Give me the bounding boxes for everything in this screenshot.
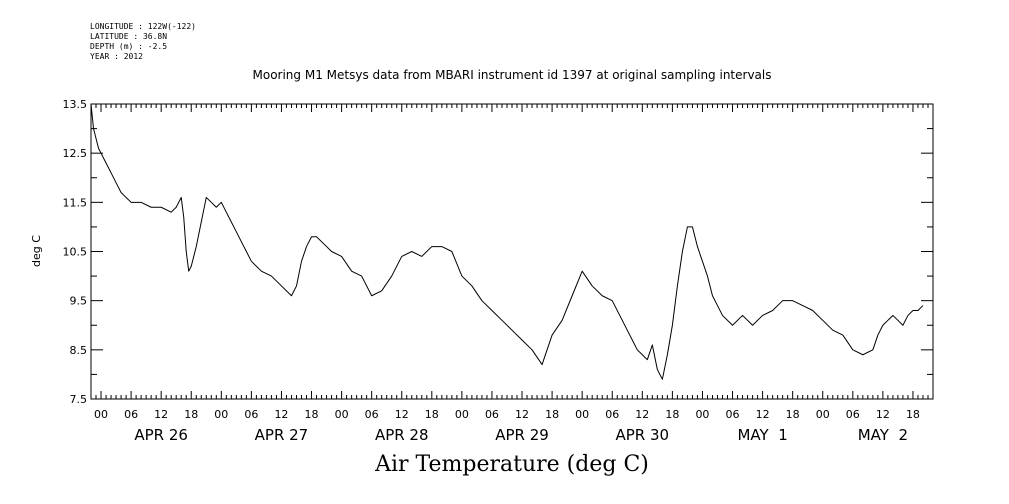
x-hour-label: 12 xyxy=(635,408,649,421)
x-hour-label: 12 xyxy=(395,408,409,421)
y-axis-label: deg C xyxy=(30,235,43,267)
longitude-text: LONGITUDE : 122W(-122) xyxy=(90,22,196,31)
x-hour-label: 12 xyxy=(274,408,288,421)
x-hour-label: 06 xyxy=(124,408,138,421)
x-date-label: MAY 1 xyxy=(737,426,787,444)
x-hour-label: 06 xyxy=(726,408,740,421)
x-hour-label: 12 xyxy=(515,408,529,421)
y-axis: 13.5 12.5 11.5 10.5 9.5 8.5 7.5 xyxy=(63,98,933,406)
y-tick-label: 12.5 xyxy=(63,147,88,160)
y-tick-label: 8.5 xyxy=(70,344,88,357)
latitude-text: LATITUDE : 36.8N xyxy=(90,32,168,41)
plot-frame xyxy=(90,103,934,400)
x-hour-label: 12 xyxy=(876,408,890,421)
x-hour-label: 00 xyxy=(214,408,228,421)
x-date-label: APR 28 xyxy=(375,426,429,444)
x-hour-label: 00 xyxy=(695,408,709,421)
x-hour-label: 18 xyxy=(906,408,920,421)
x-hour-label: 00 xyxy=(335,408,349,421)
x-hour-label: 18 xyxy=(545,408,559,421)
x-hour-label: 18 xyxy=(665,408,679,421)
year-text: YEAR : 2012 xyxy=(90,52,143,61)
x-hour-label: 00 xyxy=(816,408,830,421)
x-hour-label: 12 xyxy=(756,408,770,421)
x-hour-label: 06 xyxy=(846,408,860,421)
x-hour-label: 06 xyxy=(365,408,379,421)
x-date-label: MAY 2 xyxy=(858,426,908,444)
depth-text: DEPTH (m) : -2.5 xyxy=(90,42,168,51)
y-tick-label: 11.5 xyxy=(63,196,88,209)
x-hour-label: 12 xyxy=(154,408,168,421)
header-metadata: LONGITUDE : 122W(-122) LATITUDE : 36.8N … xyxy=(90,22,196,62)
x-hour-label: 00 xyxy=(575,408,589,421)
x-axis-label: Air Temperature (deg C) xyxy=(375,452,649,477)
x-hour-label: 06 xyxy=(244,408,258,421)
x-date-label: APR 30 xyxy=(616,426,670,444)
x-hour-label: 18 xyxy=(425,408,439,421)
y-tick-label: 7.5 xyxy=(70,393,88,406)
y-tick-label: 13.5 xyxy=(63,98,88,111)
x-hour-label: 18 xyxy=(184,408,198,421)
y-tick-label: 10.5 xyxy=(63,246,88,259)
x-date-label: APR 27 xyxy=(255,426,309,444)
x-axis: 00 06 12 18 00 06 12 18 00 06 12 18 00 06 12 18 00 06 12 18… xyxy=(90,104,934,444)
x-hour-label: 06 xyxy=(485,408,499,421)
series-group xyxy=(90,103,924,380)
x-hour-label: 18 xyxy=(305,408,319,421)
x-hour-label: 18 xyxy=(786,408,800,421)
series-line xyxy=(90,103,924,380)
x-hour-label: 00 xyxy=(94,408,108,421)
chart-title: Mooring M1 Metsys data from MBARI instru… xyxy=(252,68,772,82)
x-hour-label: 00 xyxy=(455,408,469,421)
x-hour-label: 06 xyxy=(605,408,619,421)
x-date-label: APR 29 xyxy=(495,426,549,444)
y-tick-label: 9.5 xyxy=(70,295,88,308)
x-date-label: APR 26 xyxy=(134,426,188,444)
